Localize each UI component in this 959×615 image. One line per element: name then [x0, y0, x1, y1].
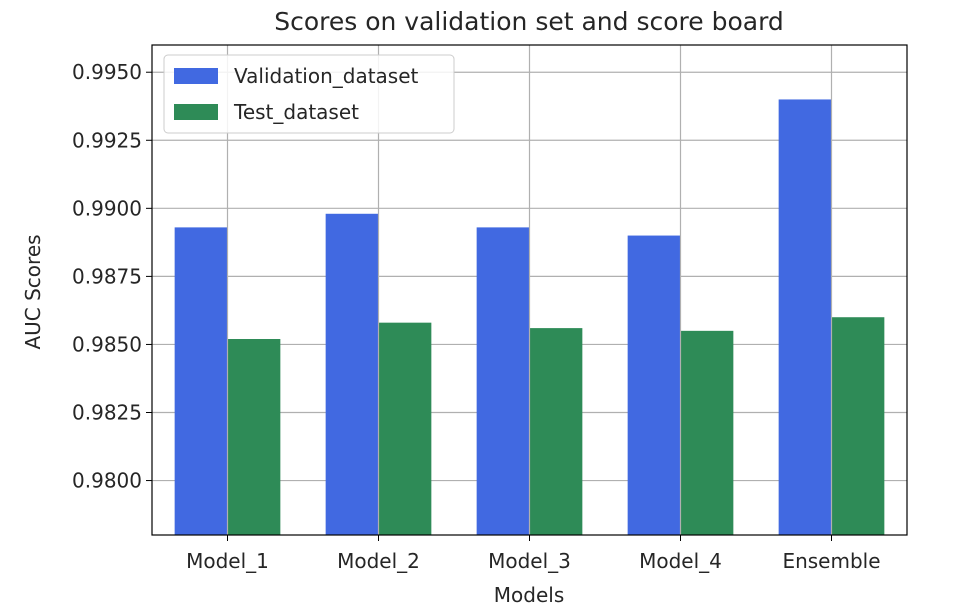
y-tick-label: 0.9925 [72, 128, 142, 152]
x-tick-label: Model_4 [639, 549, 722, 573]
bar-validation-dataset-model-2 [325, 213, 379, 535]
y-tick-label: 0.9825 [72, 401, 142, 425]
bar-validation-dataset-ensemble [778, 99, 832, 535]
x-tick-label: Model_3 [488, 549, 571, 573]
bar-test-dataset-model-4 [680, 330, 734, 535]
y-tick-label: 0.9950 [72, 60, 142, 84]
bar-test-dataset-model-1 [227, 339, 281, 535]
bar-test-dataset-model-3 [529, 328, 583, 535]
x-tick-label: Model_1 [186, 549, 269, 573]
legend-label: Test_dataset [233, 100, 359, 124]
legend-swatch [174, 68, 218, 84]
legend-label: Validation_dataset [234, 64, 419, 88]
bars [174, 45, 885, 536]
y-tick-label: 0.9875 [72, 264, 142, 288]
bar-test-dataset-model-2 [378, 322, 432, 535]
y-tick-label: 0.9800 [72, 469, 142, 493]
plot-area-frame [151, 44, 908, 536]
y-axis-label: AUC Scores [21, 234, 45, 349]
y-tick-label: 0.9900 [72, 196, 142, 220]
legend: Validation_dataset Test_dataset [163, 54, 455, 134]
bar-test-dataset-ensemble [831, 317, 885, 535]
x-tick-label: Model_2 [337, 549, 420, 573]
x-tick-label: Ensemble [782, 549, 880, 573]
bar-validation-dataset-model-4 [627, 235, 681, 536]
bar-validation-dataset-model-1 [174, 227, 228, 535]
legend-box [163, 54, 455, 134]
tick-labels: 0.9800 0.9825 0.9850 0.9875 0.9900 0.9925 0.99… [72, 60, 881, 573]
legend-swatch [174, 104, 218, 120]
chart-title: Scores on validation set and score board [274, 7, 784, 36]
x-axis-label: Models [494, 583, 564, 607]
bar-validation-dataset-model-3 [476, 227, 530, 535]
y-tick-label: 0.9850 [72, 332, 142, 356]
